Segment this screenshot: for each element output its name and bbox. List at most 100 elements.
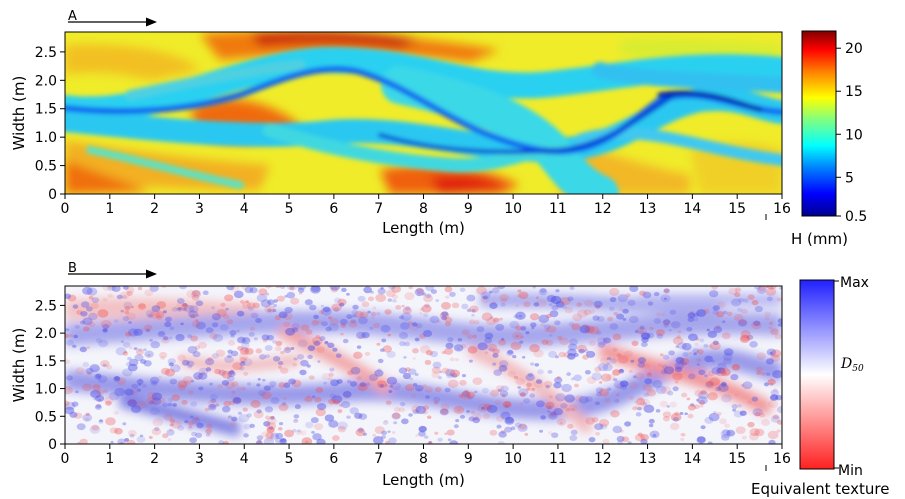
texture-grain [545, 384, 551, 389]
texture-grain [461, 329, 470, 336]
texture-grain [164, 321, 172, 328]
texture-grain [386, 350, 396, 358]
texture-grain [766, 296, 773, 302]
texture-grain [158, 330, 165, 336]
texture-grain [602, 438, 610, 444]
texture-grain [233, 397, 242, 404]
texture-grain [263, 420, 271, 427]
texture-grain [764, 316, 770, 321]
texture-grain [561, 383, 572, 393]
texture-grain [679, 357, 690, 366]
texture-grain [208, 404, 217, 411]
panel-b-heatmap [65, 286, 782, 444]
texture-grain [232, 362, 243, 371]
texture-grain [249, 287, 258, 294]
texture-grain [361, 331, 370, 339]
x-tick-label: 7 [374, 451, 383, 467]
texture-grain [755, 366, 763, 373]
texture-grain [184, 420, 189, 424]
texture-grain [720, 368, 731, 377]
texture-grain [494, 399, 502, 405]
texture-grain [80, 310, 88, 317]
texture-grain [76, 310, 83, 315]
texture-grain [641, 362, 650, 369]
texture-grain [404, 306, 411, 311]
texture-grain [451, 373, 458, 378]
texture-grain [113, 319, 119, 323]
texture-grain [145, 309, 156, 318]
texture-grain [505, 416, 514, 424]
texture-grain [662, 319, 672, 327]
y-tick-label: 2.5 [35, 45, 57, 61]
texture-grain [768, 326, 773, 330]
texture-grain [515, 325, 522, 331]
texture-grain [83, 326, 90, 332]
texture-grain [136, 388, 141, 392]
texture-grain [177, 425, 185, 431]
x-tick-label: 11 [549, 201, 567, 217]
texture-grain [566, 372, 572, 376]
texture-grain [662, 411, 672, 418]
texture-grain [451, 302, 460, 309]
texture-grain [735, 287, 741, 292]
texture-grain [582, 354, 589, 360]
texture-grain [82, 361, 90, 368]
texture-grain [576, 344, 587, 353]
texture-grain [165, 316, 172, 322]
texture-grain [177, 354, 187, 362]
texture-grain [453, 424, 459, 429]
texture-grain [255, 348, 263, 354]
texture-grain [82, 414, 93, 422]
texture-grain [297, 339, 308, 348]
texture-grain [507, 370, 516, 378]
texture-grain [150, 341, 160, 349]
panel-a-colorbar: 0.5 5 10 15 20 H (mm) [765, 30, 867, 248]
texture-grain [241, 337, 251, 345]
texture-grain [700, 389, 707, 395]
texture-grain [314, 396, 322, 403]
texture-grain [274, 437, 283, 444]
texture-grain [218, 440, 225, 444]
texture-grain [751, 299, 759, 306]
texture-grain [437, 437, 443, 442]
texture-grain [385, 400, 392, 405]
texture-grain [209, 382, 214, 386]
texture-grain [425, 395, 430, 399]
texture-grain [133, 347, 138, 351]
texture-grain [622, 308, 629, 314]
texture-grain [381, 338, 387, 343]
texture-grain [765, 358, 775, 365]
texture-grain [770, 354, 781, 362]
texture-grain [97, 375, 108, 383]
texture-grain [108, 286, 115, 289]
texture-grain [584, 325, 595, 334]
texture-grain [128, 398, 137, 406]
texture-grain [143, 348, 147, 352]
texture-grain [138, 378, 143, 382]
texture-grain [129, 346, 133, 350]
texture-grain [734, 292, 741, 298]
texture-grain [249, 326, 256, 331]
texture-grain [466, 334, 473, 340]
texture-grain [269, 381, 277, 387]
texture-grain [599, 357, 608, 364]
texture-grain [662, 319, 671, 325]
texture-grain [179, 286, 187, 290]
texture-grain [336, 379, 343, 384]
texture-grain [230, 334, 235, 338]
texture-grain [282, 396, 287, 401]
texture-grain [461, 390, 471, 397]
texture-grain [230, 421, 237, 427]
texture-grain [712, 305, 721, 312]
texture-grain [471, 309, 476, 313]
texture-grain [616, 313, 624, 320]
texture-grain [498, 364, 508, 372]
texture-grain [652, 433, 657, 437]
texture-grain [236, 336, 246, 344]
texture-grain [735, 426, 746, 435]
texture-grain [648, 423, 654, 428]
texture-grain [151, 392, 163, 401]
texture-grain [492, 353, 499, 358]
texture-grain [713, 326, 723, 333]
texture-grain [597, 337, 608, 346]
